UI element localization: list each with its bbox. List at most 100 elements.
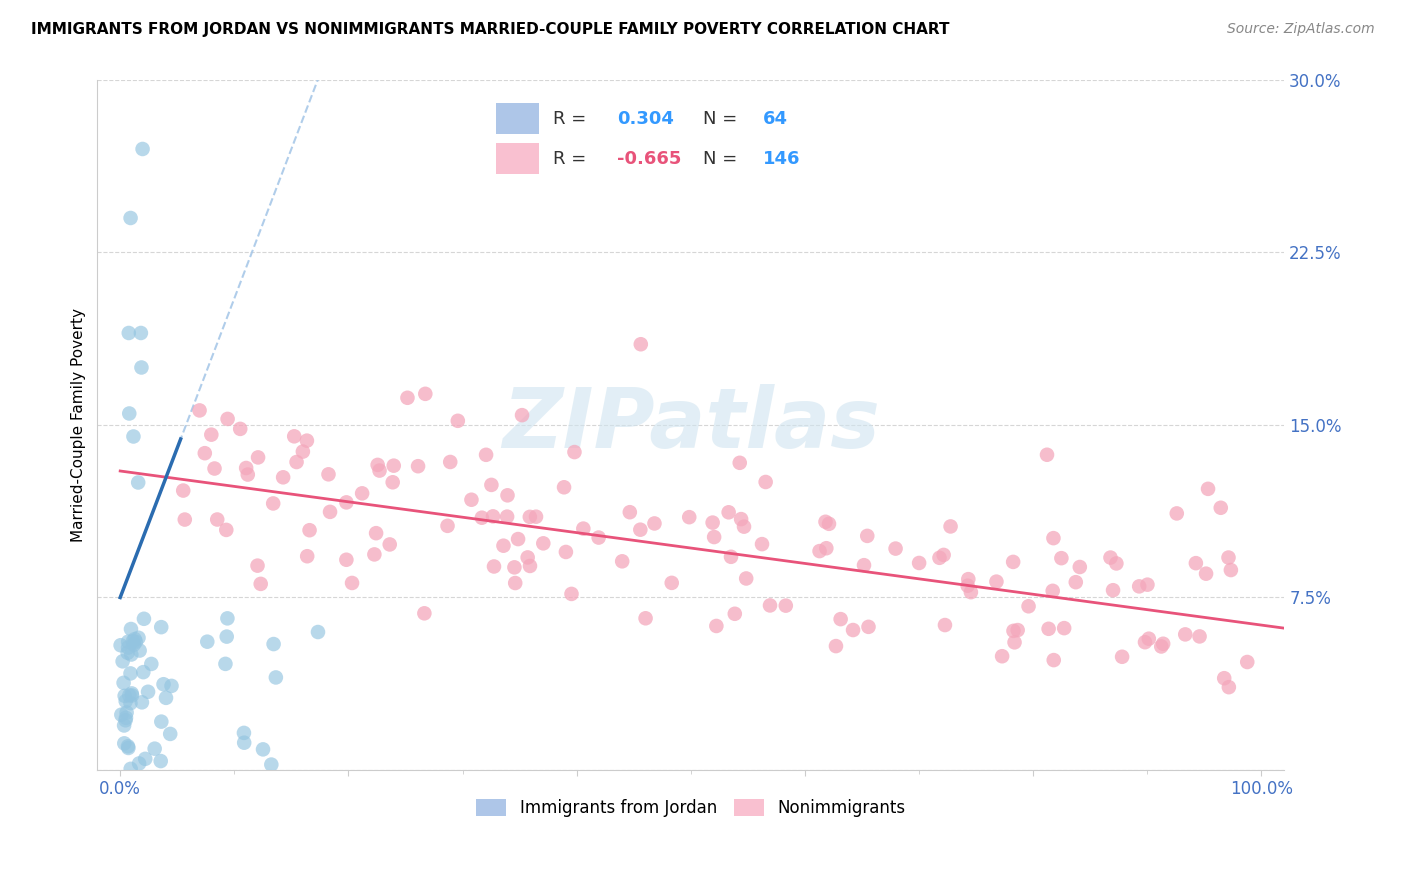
Point (413, 387, 436, 401)
Point (471, 510, 494, 524)
Point (364, 526, 387, 541)
Point (112, 736, 135, 750)
Point (155, 690, 177, 705)
Point (217, 611, 239, 625)
Point (808, 544, 831, 558)
Point (560, 587, 582, 601)
Point (271, 470, 294, 484)
Point (260, 757, 283, 772)
Point (262, 496, 284, 510)
Point (207, 512, 229, 526)
Point (283, 429, 305, 443)
Point (853, 558, 876, 573)
Point (1195, 566, 1218, 581)
Point (204, 461, 226, 475)
Point (702, 516, 724, 530)
Point (932, 548, 955, 562)
Point (531, 536, 554, 550)
Point (114, 689, 136, 703)
Point (232, 726, 254, 740)
Point (128, 756, 150, 771)
Point (381, 475, 404, 490)
Point (319, 505, 342, 519)
Point (492, 539, 515, 553)
Point (1053, 621, 1076, 635)
Point (195, 634, 218, 648)
Point (125, 634, 148, 648)
Point (295, 434, 318, 448)
Point (1002, 555, 1025, 569)
Point (236, 467, 259, 482)
Point (634, 611, 657, 625)
Point (295, 549, 318, 564)
Point (132, 665, 155, 680)
Point (127, 475, 149, 490)
Point (503, 560, 526, 574)
Point (215, 630, 238, 644)
Point (755, 475, 778, 489)
Point (703, 530, 725, 544)
Point (439, 455, 461, 469)
Point (368, 464, 391, 478)
Point (728, 456, 751, 470)
Point (136, 685, 159, 699)
Point (115, 711, 138, 725)
Point (229, 422, 252, 436)
Point (406, 459, 429, 474)
Point (1050, 551, 1073, 566)
Point (264, 670, 287, 684)
Point (661, 575, 683, 590)
Point (131, 142, 153, 156)
Point (112, 718, 135, 732)
Point (1133, 635, 1156, 649)
Point (619, 505, 641, 519)
Point (1218, 680, 1240, 694)
Point (856, 529, 879, 543)
Point (436, 519, 458, 533)
Point (720, 549, 742, 564)
Point (117, 646, 139, 660)
Point (1002, 624, 1025, 638)
Point (1064, 575, 1087, 590)
Point (1099, 550, 1122, 565)
Point (1036, 448, 1059, 462)
Point (160, 679, 183, 693)
Point (815, 541, 838, 556)
Point (117, 634, 139, 648)
Point (1038, 622, 1060, 636)
Point (1213, 671, 1236, 685)
Y-axis label: Married-Couple Family Poverty: Married-Couple Family Poverty (72, 308, 86, 542)
Point (378, 537, 401, 551)
Point (814, 515, 837, 529)
Text: ZIPatlas: ZIPatlas (502, 384, 880, 466)
Point (1209, 500, 1232, 515)
Point (363, 548, 385, 562)
Point (214, 657, 236, 671)
Point (124, 632, 146, 647)
Point (503, 576, 526, 591)
Point (1218, 550, 1240, 565)
Point (934, 618, 956, 632)
Point (367, 458, 389, 472)
Point (114, 714, 136, 728)
Point (110, 707, 132, 722)
Point (730, 512, 752, 526)
Point (307, 625, 329, 640)
Point (519, 558, 541, 573)
Point (252, 742, 274, 756)
Point (1128, 579, 1150, 593)
Point (200, 427, 222, 442)
Point (759, 599, 782, 613)
Point (554, 545, 576, 559)
Point (643, 516, 665, 531)
Point (117, 739, 139, 754)
Point (825, 639, 848, 653)
Point (612, 554, 634, 568)
Point (128, 631, 150, 645)
Point (1105, 557, 1128, 571)
Point (112, 675, 135, 690)
Point (1197, 482, 1219, 496)
Point (939, 519, 962, 533)
Point (335, 495, 357, 509)
Point (114, 694, 136, 708)
